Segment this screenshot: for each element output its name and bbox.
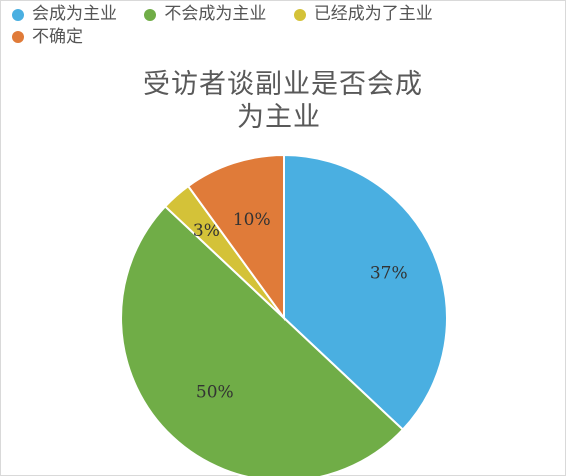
legend: 会成为主业 不会成为主业 已经成为了主业 不确定 bbox=[12, 4, 562, 49]
legend-label: 已经成为了主业 bbox=[313, 4, 433, 24]
pie-slice bbox=[120, 205, 405, 476]
legend-item-unsure: 不确定 bbox=[12, 27, 83, 48]
chart-title: 受访者谈副业是否会成 为主业 bbox=[0, 68, 566, 134]
pie-slice bbox=[186, 153, 285, 322]
chart-title-line2: 为主业 bbox=[237, 102, 321, 133]
pie-slice-label: 37% bbox=[370, 264, 408, 284]
pie-slice-label: 10% bbox=[233, 210, 271, 230]
legend-swatch-blue bbox=[12, 8, 24, 21]
pie-slice-label: 3% bbox=[193, 221, 220, 241]
legend-label: 会成为主业 bbox=[32, 4, 117, 24]
legend-item-will-not-become-main: 不会成为主业 bbox=[144, 4, 266, 25]
legend-item-already-main: 已经成为了主业 bbox=[293, 4, 433, 25]
legend-swatch-yellow bbox=[293, 8, 306, 21]
pie-slice-label: 50% bbox=[196, 383, 234, 403]
legend-swatch-green bbox=[144, 8, 157, 21]
legend-swatch-orange bbox=[12, 31, 24, 43]
chart-title-line1: 受访者谈副业是否会成 bbox=[143, 69, 423, 100]
legend-label: 不确定 bbox=[32, 26, 83, 47]
legend-item-will-become-main: 会成为主业 bbox=[12, 4, 117, 25]
legend-label: 不会成为主业 bbox=[164, 4, 267, 24]
pie-slice bbox=[283, 153, 448, 431]
